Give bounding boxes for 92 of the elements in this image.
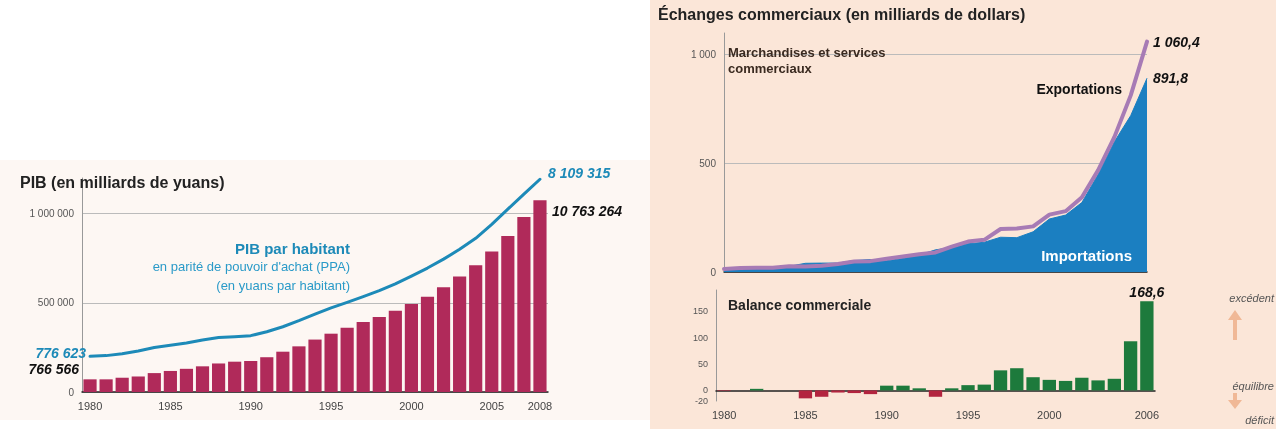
- y-tick-label: 50: [697, 359, 708, 369]
- y-tick-label: 0: [702, 385, 708, 396]
- y-tick-label: 1 000 000: [29, 208, 75, 220]
- bar: [115, 377, 129, 392]
- data-label: 891,8: [1153, 70, 1189, 87]
- annotation: 776 623: [35, 345, 87, 361]
- bar: [1010, 368, 1024, 391]
- x-tick-label: 1985: [793, 408, 818, 421]
- y-tick-label: 150: [692, 306, 708, 317]
- bar: [340, 327, 354, 392]
- bar: [831, 390, 845, 393]
- data-label: 1 060,4: [1153, 33, 1200, 50]
- bar: [1123, 341, 1138, 391]
- bar: [453, 276, 467, 392]
- bar: [436, 287, 451, 392]
- y-tick-label: 1 000: [690, 49, 717, 61]
- bar: [147, 373, 161, 392]
- bar: [404, 303, 418, 392]
- text: Balance commerciale: [728, 297, 872, 313]
- bar: [945, 388, 959, 391]
- data-label: 168,6: [1129, 284, 1165, 301]
- bar: [308, 339, 322, 392]
- y-tick-label: 0: [710, 266, 717, 278]
- x-tick-label: 1995: [318, 399, 344, 412]
- bar: [212, 363, 226, 392]
- x-tick-label: 1995: [955, 408, 981, 421]
- bar: [195, 366, 210, 392]
- bar: [1091, 380, 1105, 391]
- bar: [420, 296, 435, 392]
- x-tick-label: 2000: [1037, 408, 1062, 421]
- bar: [276, 351, 290, 392]
- y-tick-label: 0: [68, 386, 75, 398]
- bar: [372, 316, 386, 392]
- bar: [928, 390, 943, 397]
- text: excédent: [1229, 291, 1275, 304]
- bar: [83, 379, 97, 392]
- bar: [517, 217, 531, 392]
- bar: [179, 368, 194, 392]
- bar: [847, 390, 861, 394]
- text: équilibre: [1232, 379, 1274, 392]
- bar: [1107, 378, 1122, 391]
- x-tick-label: 1985: [158, 399, 183, 412]
- bar: [1140, 301, 1154, 391]
- bar: [131, 376, 145, 392]
- bar: [961, 385, 975, 391]
- bar: [798, 390, 813, 399]
- annotation: 8 109 315: [548, 165, 611, 181]
- x-tick-label: 2000: [399, 399, 424, 412]
- series-label: Importations: [1041, 247, 1132, 264]
- line-series: [722, 39, 1149, 271]
- x-tick-label: 1990: [874, 408, 899, 421]
- bar: [388, 310, 402, 392]
- bar: [356, 321, 370, 392]
- bar: [863, 390, 878, 395]
- bar: [485, 251, 499, 392]
- bar: [533, 200, 547, 392]
- x-tick-label: 2005: [479, 399, 504, 412]
- bar: [1075, 377, 1089, 391]
- annotation: Marchandises et services commerciaux: [728, 44, 890, 76]
- bar: [99, 379, 113, 392]
- y-tick-label: 500: [699, 157, 717, 169]
- bar: [501, 235, 515, 392]
- annotation: (en yuans par habitant): [216, 278, 350, 293]
- text: 766 566: [28, 361, 80, 377]
- y-tick-label: 500 000: [37, 297, 75, 309]
- bar: [163, 370, 177, 392]
- text: déficit: [1245, 413, 1275, 426]
- bar: [993, 370, 1008, 391]
- x-tick-label: 2006: [1134, 408, 1160, 421]
- x-tick-label: 1990: [238, 399, 263, 412]
- x-tick-label: 1980: [711, 408, 737, 421]
- chart-title: Échanges commerciaux (en milliards de dollars): [658, 4, 1026, 23]
- bar: [815, 390, 829, 397]
- bar: [469, 265, 483, 392]
- y-tick-label: 100: [692, 332, 708, 343]
- x-tick-label: 2008: [527, 399, 553, 412]
- text: 10 763 264: [552, 203, 623, 219]
- x-tick-label: 1980: [77, 399, 103, 412]
- series-label: Exportations: [1036, 81, 1123, 97]
- bar: [324, 333, 338, 392]
- bar: [1058, 380, 1073, 391]
- bar: [244, 360, 258, 392]
- annotation: en parité de pouvoir d'achat (PPA): [152, 259, 350, 274]
- chart-title: PIB (en milliards de yuans): [20, 173, 225, 191]
- text: PIB par habitant: [234, 240, 350, 257]
- bar: [292, 346, 306, 392]
- bar: [228, 361, 242, 392]
- bar: [260, 357, 274, 392]
- bar: [1042, 379, 1056, 391]
- bar: [912, 388, 926, 391]
- y-tick-label: -20: [694, 396, 708, 406]
- bar: [1026, 377, 1040, 391]
